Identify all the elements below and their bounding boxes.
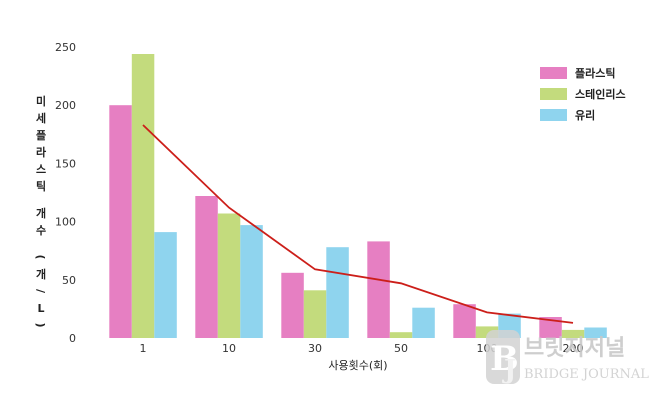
bar-2-30 xyxy=(303,290,327,338)
y-title-char: 세 xyxy=(36,111,46,125)
bar-1-50 xyxy=(367,241,390,338)
y-title-char: 미 xyxy=(36,94,46,108)
svg-text:B: B xyxy=(490,339,519,379)
y-tick-label: 0 xyxy=(69,332,76,345)
legend-swatch-1 xyxy=(540,67,567,79)
watermark-logo: B J xyxy=(486,330,520,385)
legend-swatch-3 xyxy=(540,109,567,121)
watermark-title: 브릿지저널 xyxy=(524,336,625,361)
bar-2-50 xyxy=(389,332,413,338)
y-tick-label: 250 xyxy=(55,41,76,54)
x-ticks: 1103050100200 xyxy=(140,342,584,355)
watermark: B J 브릿지저널 BRIDGE JOURNAL xyxy=(486,330,649,385)
x-tick-label: 10 xyxy=(222,342,236,355)
y-title-char: / xyxy=(34,289,47,294)
y-title-char: 개 xyxy=(36,267,46,281)
y-ticks: 0 50 100 150 200 250 xyxy=(55,41,76,345)
x-tick-label: 200 xyxy=(563,342,584,355)
legend-label-3: 유리 xyxy=(575,108,595,122)
bar-3-10 xyxy=(240,225,263,338)
y-title-char: 개 xyxy=(36,206,46,220)
y-title-char: ) xyxy=(34,322,47,327)
x-tick-label: 30 xyxy=(308,342,322,355)
y-title-char: ( xyxy=(34,254,47,259)
trend-group xyxy=(142,124,574,324)
y-title-char: 라 xyxy=(36,145,47,159)
y-title-char: 플 xyxy=(36,129,46,142)
y-tick-label: 100 xyxy=(55,216,76,229)
bar-3-1 xyxy=(154,232,177,338)
y-tick-label: 200 xyxy=(55,99,76,112)
bar-2-100 xyxy=(475,326,499,338)
legend-label-2: 스테인리스 xyxy=(575,87,626,101)
x-axis-title: 사용횟수(회) xyxy=(328,359,387,372)
bar-1-30 xyxy=(281,272,304,338)
x-tick-label: 50 xyxy=(394,342,408,355)
trend-line xyxy=(142,124,574,324)
bar-1-200 xyxy=(539,317,562,338)
y-title-char: 스 xyxy=(36,163,46,176)
bar-3-50 xyxy=(412,307,435,338)
legend-swatch-2 xyxy=(540,88,567,100)
y-tick-label: 50 xyxy=(62,274,76,287)
y-tick-label: 150 xyxy=(55,157,76,170)
legend-label-1: 플라스틱 xyxy=(575,66,615,80)
bars-group xyxy=(109,54,607,338)
y-title-char: 수 xyxy=(36,224,46,237)
x-tick-label: 1 xyxy=(140,342,147,355)
bar-1-100 xyxy=(453,304,476,338)
watermark-subtitle: BRIDGE JOURNAL xyxy=(524,367,649,382)
bar-3-30 xyxy=(326,247,349,338)
bar-2-10 xyxy=(217,213,241,338)
y-title-char: 틱 xyxy=(36,179,46,193)
y-title-char: L xyxy=(37,302,44,315)
bar-2-200 xyxy=(561,329,585,338)
svg-text:J: J xyxy=(502,355,516,385)
bar-1-1 xyxy=(109,105,132,338)
bar-2-1 xyxy=(131,54,155,338)
bar-1-10 xyxy=(195,196,218,338)
bar-3-200 xyxy=(584,327,607,338)
